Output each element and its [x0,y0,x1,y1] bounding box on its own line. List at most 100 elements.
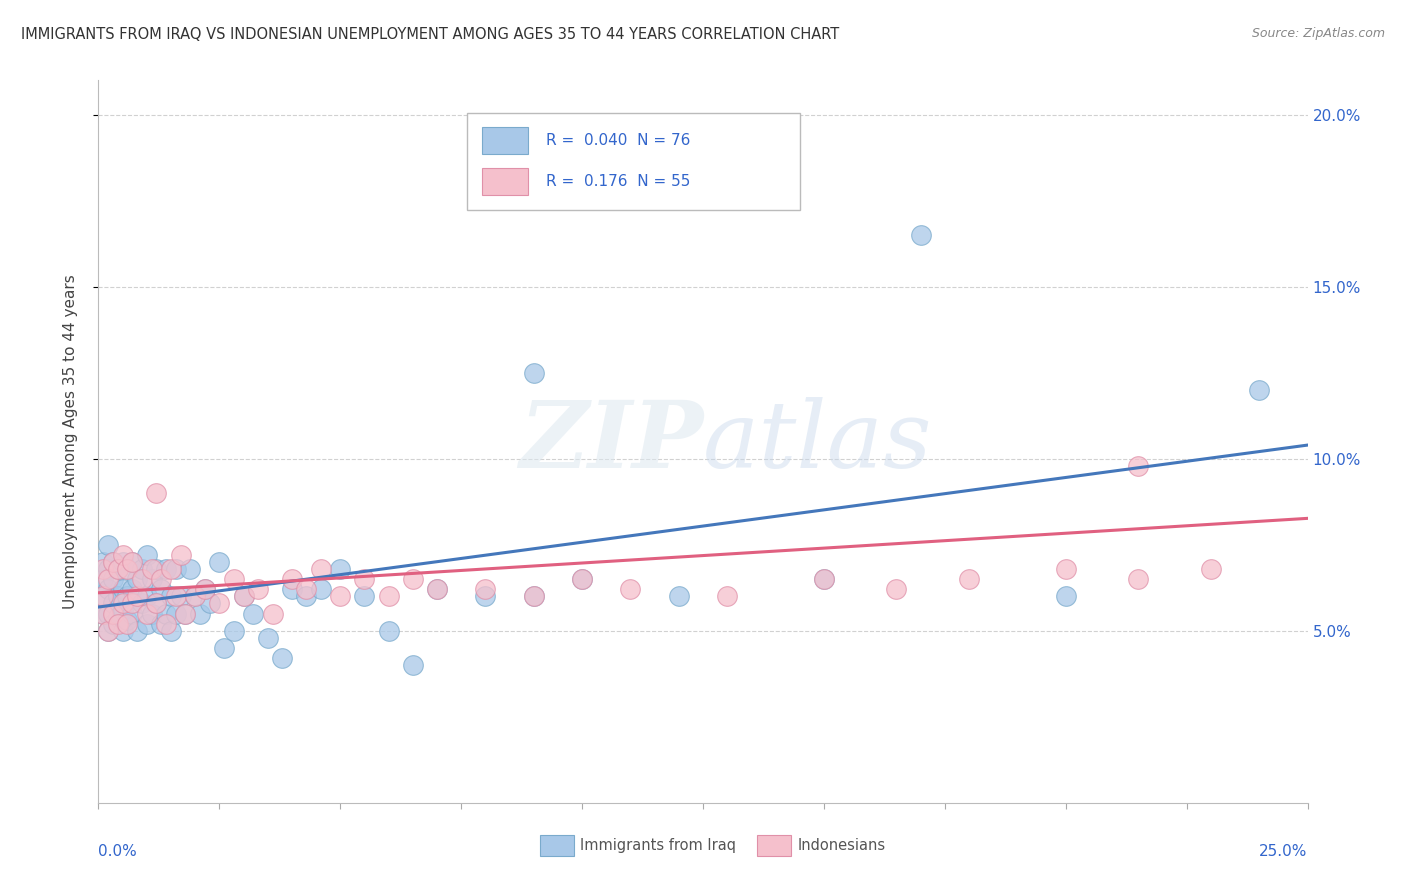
Text: 25.0%: 25.0% [1260,844,1308,859]
Point [97,624,120,638]
Point [271,651,294,665]
Point [910,228,932,243]
Point [242,607,264,621]
Point [150,582,173,597]
FancyBboxPatch shape [758,835,792,855]
Point [107,610,129,624]
Point [174,607,197,621]
Point [886,582,908,597]
Point [571,572,593,586]
Point [97,582,120,597]
Point [127,624,149,638]
Point [91,572,114,586]
Point [97,624,120,638]
Point [111,548,134,562]
Point [281,572,304,586]
Point [101,596,124,610]
Text: R =  0.040  N = 76: R = 0.040 N = 76 [546,133,690,148]
Point [309,582,332,597]
Point [262,607,284,621]
Point [329,590,352,604]
Point [111,603,134,617]
Point [1128,572,1150,586]
Point [91,555,114,569]
Point [111,582,134,597]
Text: atlas: atlas [703,397,932,486]
Point [377,590,399,604]
Point [212,640,235,655]
Point [309,562,332,576]
Point [184,590,207,604]
Point [668,590,690,604]
Point [222,624,245,638]
Point [111,555,134,569]
Text: R =  0.176  N = 55: R = 0.176 N = 55 [546,174,690,189]
Point [474,590,496,604]
Point [155,616,177,631]
Point [222,572,245,586]
Point [117,614,139,628]
Point [571,572,593,586]
Point [135,590,157,604]
Point [127,572,149,586]
Point [107,590,129,604]
Point [145,596,167,610]
Point [155,607,177,621]
Point [155,562,177,576]
Point [160,590,183,604]
Point [813,572,835,586]
Point [194,582,217,597]
Point [523,366,546,380]
Point [1249,383,1271,397]
Point [111,624,134,638]
Point [141,572,163,586]
Point [91,607,114,621]
Point [765,159,787,173]
Point [1054,562,1077,576]
Point [247,582,270,597]
Point [426,582,449,597]
Point [145,596,167,610]
Point [160,624,183,638]
Point [121,607,143,621]
Point [101,607,124,621]
Point [165,607,187,621]
Point [121,596,143,610]
Point [256,631,278,645]
Point [131,596,153,610]
Point [716,590,738,604]
Point [107,562,129,576]
Point [107,562,129,576]
Point [160,562,183,576]
Point [426,582,449,597]
Point [91,562,114,576]
Text: Source: ZipAtlas.com: Source: ZipAtlas.com [1251,27,1385,40]
Text: ZIP: ZIP [519,397,703,486]
Point [101,572,124,586]
Text: IMMIGRANTS FROM IRAQ VS INDONESIAN UNEMPLOYMENT AMONG AGES 35 TO 44 YEARS CORREL: IMMIGRANTS FROM IRAQ VS INDONESIAN UNEMP… [21,27,839,42]
FancyBboxPatch shape [482,127,527,154]
Point [402,658,425,673]
Point [150,616,173,631]
Point [165,562,187,576]
Point [111,596,134,610]
Point [117,616,139,631]
Point [198,596,221,610]
Point [232,590,254,604]
Point [295,590,318,604]
Point [91,590,114,604]
Point [117,590,139,604]
Point [91,590,114,604]
Point [131,562,153,576]
Point [184,590,207,604]
Point [353,590,375,604]
Point [619,582,641,597]
Text: 0.0%: 0.0% [98,844,138,859]
Point [145,562,167,576]
Point [97,538,120,552]
Point [208,555,231,569]
Point [121,582,143,597]
Point [121,555,143,569]
Point [1199,562,1222,576]
Point [329,562,352,576]
